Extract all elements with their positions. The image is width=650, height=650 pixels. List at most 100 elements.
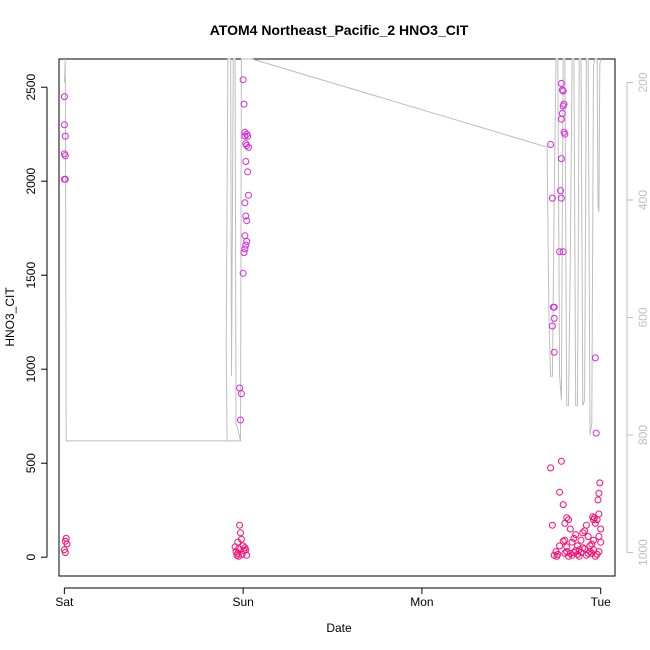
data-point-4: [61, 152, 69, 160]
data-point-11: [61, 549, 69, 556]
data-point-36: [244, 132, 252, 140]
data-point-85: [568, 538, 576, 546]
data-point-30: [231, 543, 239, 551]
data-point-6: [61, 175, 69, 183]
pressure-line: [63, 58, 602, 442]
data-point-91: [579, 529, 587, 537]
data-point-40: [242, 158, 250, 165]
data-point-12: [236, 384, 244, 392]
data-point-120: [596, 479, 604, 487]
data-point-109: [577, 549, 585, 556]
y-axis-label: HNO3_CIT: [3, 287, 17, 347]
data-point-79: [557, 457, 565, 465]
data-point-131: [579, 544, 587, 552]
y-right-tick-label-2: 600: [636, 307, 650, 327]
data-point-55: [549, 303, 557, 311]
data-point-56: [550, 314, 558, 322]
y-tick-label-1: 500: [24, 453, 38, 473]
y-axis: 0 500 1000 1500 2000 2500: [24, 74, 48, 561]
data-point-51: [239, 269, 247, 277]
data-point-112: [584, 549, 592, 557]
y-tick-label-4: 2000: [24, 168, 38, 195]
data-point-133: [595, 533, 603, 540]
data-point-43: [241, 199, 249, 207]
data-point-76: [556, 248, 564, 256]
data-point-29: [243, 551, 251, 559]
data-point-38: [243, 142, 251, 149]
data-point-60: [548, 521, 556, 529]
data-point-101: [597, 538, 605, 546]
data-point-50: [240, 249, 248, 257]
data-point-39: [245, 143, 252, 151]
data-point-49: [241, 245, 249, 253]
data-point-57: [548, 322, 556, 330]
data-point-102: [563, 548, 571, 556]
data-point-0: [60, 93, 68, 101]
data-point-9: [63, 540, 71, 548]
data-point-46: [241, 232, 249, 240]
x-tick-label-2: Mon: [410, 595, 433, 609]
data-point-108: [575, 552, 583, 560]
data-point-130: [570, 549, 578, 556]
x-tick-label-1: Sun: [232, 595, 253, 609]
data-point-93: [582, 521, 590, 529]
data-point-45: [243, 217, 251, 225]
y-tick-label-2: 1000: [24, 356, 38, 383]
y-tick-label-0: 0: [24, 554, 38, 561]
data-point-17: [236, 521, 244, 529]
data-point-113: [588, 540, 596, 548]
data-point-48: [242, 241, 250, 249]
data-point-42: [245, 191, 252, 199]
data-points-layer: [60, 76, 605, 560]
data-point-25: [238, 550, 246, 558]
y-tick-label-5: 2500: [24, 74, 38, 101]
data-point-81: [561, 519, 569, 527]
data-point-129: [563, 543, 571, 551]
data-point-32: [240, 100, 248, 108]
y-right-tick-label-0: 200: [636, 72, 650, 92]
data-point-118: [594, 496, 602, 504]
data-point-59: [547, 464, 555, 472]
data-point-75: [557, 194, 565, 202]
y-right-tick-label-3: 800: [636, 425, 650, 445]
data-point-13: [237, 416, 244, 424]
data-point-90: [577, 536, 585, 544]
data-point-107: [574, 550, 581, 558]
x-tick-label-0: Sat: [55, 595, 74, 609]
data-point-44: [242, 212, 250, 220]
data-point-121: [591, 354, 599, 362]
data-point-24: [235, 552, 243, 560]
data-point-98: [591, 552, 599, 560]
data-point-80: [559, 501, 567, 509]
data-point-18: [237, 529, 244, 537]
data-point-94: [584, 533, 592, 540]
data-point-126: [556, 542, 564, 550]
data-point-64: [557, 79, 565, 87]
data-point-68: [559, 102, 567, 110]
y-right-tick-label-4: 1000: [636, 539, 650, 566]
data-point-119: [595, 489, 603, 497]
data-point-2: [61, 132, 69, 140]
data-point-73: [557, 155, 565, 163]
data-point-104: [566, 549, 574, 557]
data-point-82: [563, 514, 571, 522]
data-point-136: [561, 536, 569, 544]
data-point-53: [548, 194, 556, 202]
data-point-100: [595, 548, 603, 556]
data-point-58: [550, 348, 558, 356]
data-point-122: [592, 429, 600, 437]
data-point-34: [241, 132, 249, 140]
data-point-83: [565, 516, 572, 524]
data-point-41: [244, 168, 252, 176]
data-point-74: [557, 187, 564, 195]
data-point-1: [60, 121, 68, 129]
y-tick-label-3: 1500: [24, 262, 38, 289]
data-point-115: [591, 519, 599, 527]
data-point-70: [557, 115, 565, 123]
chart-title: ATOM4 Northeast_Pacific_2 HNO3_CIT: [210, 22, 469, 38]
data-point-65: [558, 86, 566, 94]
data-point-86: [570, 534, 578, 542]
data-point-111: [582, 551, 590, 559]
x-axis-label: Date: [326, 621, 352, 635]
